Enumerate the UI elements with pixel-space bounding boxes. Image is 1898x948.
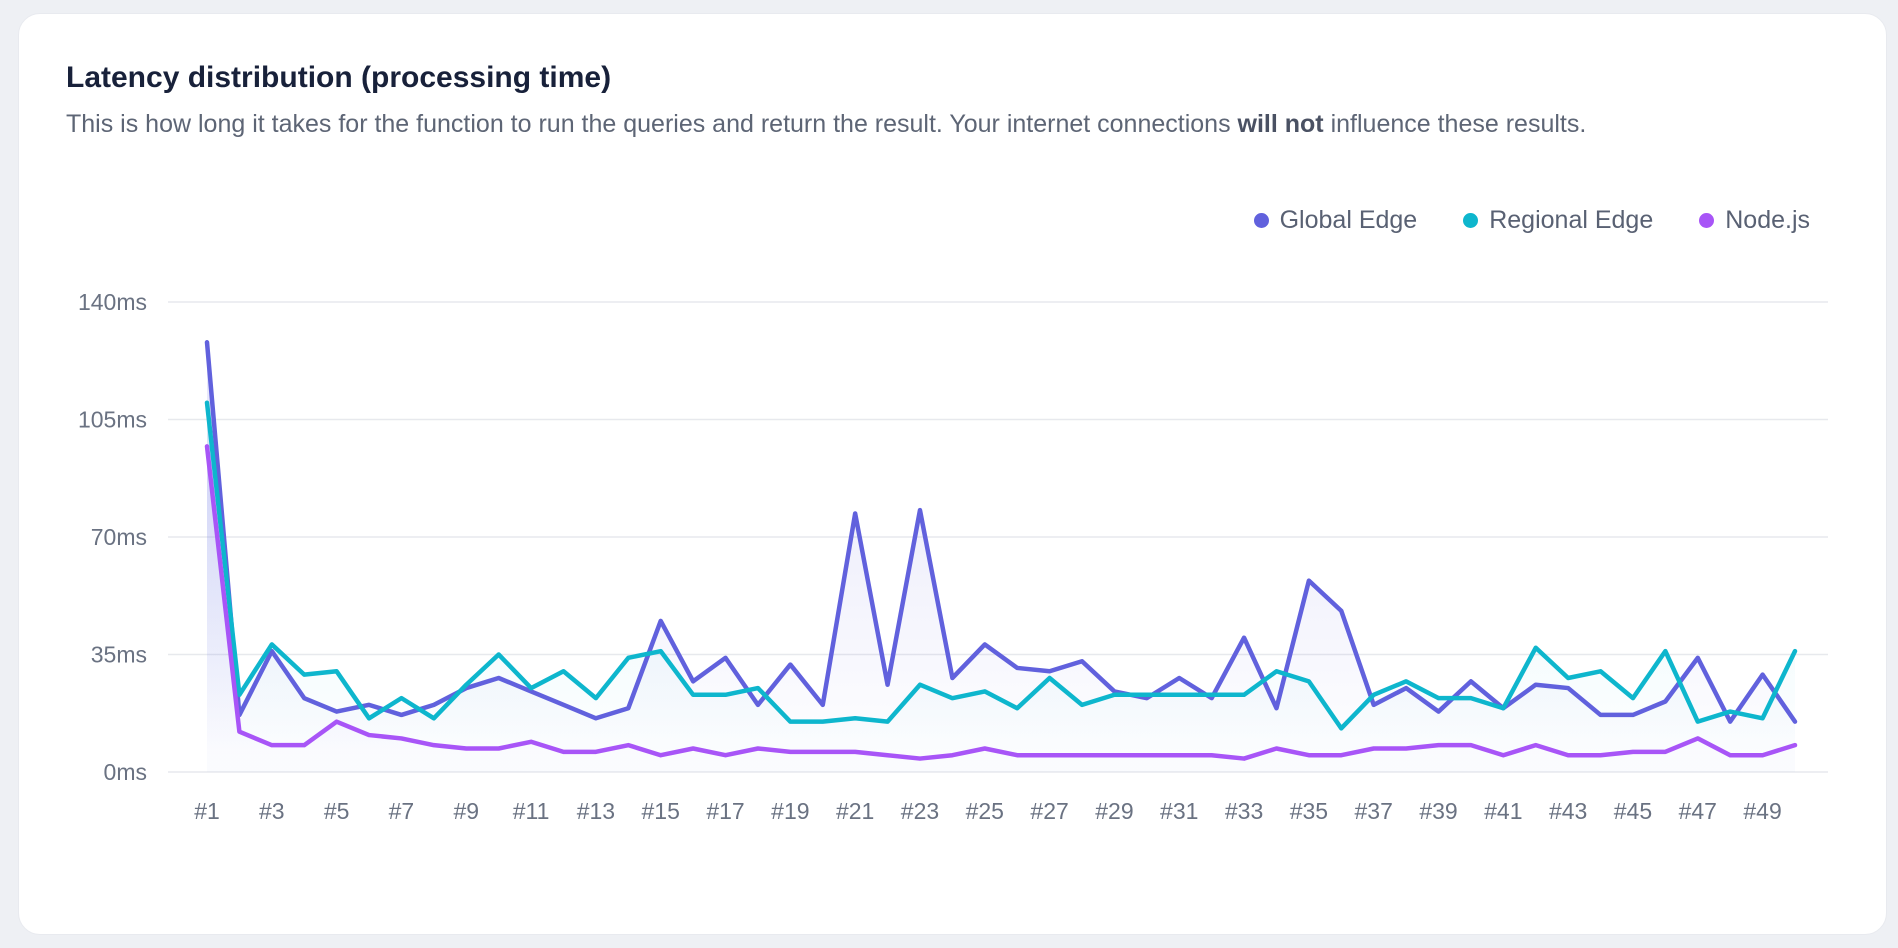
x-axis-tick-label: #35 xyxy=(1290,798,1328,824)
legend-item-label: Global Edge xyxy=(1279,205,1418,234)
card-subtitle: This is how long it takes for the functi… xyxy=(66,105,1756,144)
legend-item-node-js[interactable]: Node.js xyxy=(1699,206,1810,235)
subtitle-text-start: This is how long it takes for the functi… xyxy=(66,110,1238,138)
legend-dot-icon xyxy=(1463,212,1479,228)
legend-item-label: Node.js xyxy=(1725,205,1810,234)
page-title: Latency distribution (processing time) xyxy=(66,61,612,94)
y-axis-tick-label: 0ms xyxy=(104,759,147,785)
x-axis-tick-label: #9 xyxy=(453,798,479,824)
legend-dot-icon xyxy=(1699,212,1715,228)
series-area-node-js xyxy=(207,446,1795,772)
x-axis-tick-label: #33 xyxy=(1225,798,1263,824)
series-line-regional-edge xyxy=(204,400,1798,731)
subtitle-bold-text: will not xyxy=(1237,110,1324,138)
y-axis-tick-label: 140ms xyxy=(78,289,147,315)
x-axis-tick-label: #25 xyxy=(966,798,1004,824)
x-axis-tick-label: #45 xyxy=(1614,798,1652,824)
legend-item-label: Regional Edge xyxy=(1489,205,1654,234)
x-axis-tick-label: #23 xyxy=(901,798,939,824)
x-axis-tick-label: #37 xyxy=(1355,798,1393,824)
latency-card: Latency distribution (processing time) T… xyxy=(18,13,1887,935)
series-area-regional-edge xyxy=(207,402,1795,772)
x-axis-tick-label: #15 xyxy=(642,798,680,824)
x-axis-tick-label: #17 xyxy=(706,798,744,824)
x-axis-tick-label: #13 xyxy=(577,798,615,824)
x-axis-tick-label: #21 xyxy=(836,798,874,824)
latency-chart: 0ms 35ms 70ms 105ms 140ms #1 #3 #5 #7 #9 #11 #13 #15… xyxy=(78,289,1828,824)
x-axis-tick-label: #31 xyxy=(1160,798,1198,824)
chart-legend: Global Edge Regional Edge Node.js xyxy=(66,206,1810,235)
x-axis-tick-label: #1 xyxy=(194,798,220,824)
x-axis-tick-label: #41 xyxy=(1484,798,1522,824)
y-axis-tick-label: 70ms xyxy=(91,524,147,550)
legend-dot-icon xyxy=(1253,212,1269,228)
x-axis-tick-label: #47 xyxy=(1679,798,1717,824)
x-axis-tick-label: #29 xyxy=(1095,798,1133,824)
series-line-global-edge xyxy=(204,339,1798,724)
x-axis-tick-label: #5 xyxy=(324,798,350,824)
subtitle-text-end: influence these results. xyxy=(1323,110,1587,138)
series-line-node-js xyxy=(204,443,1798,761)
x-axis-tick-label: #43 xyxy=(1549,798,1587,824)
x-axis-tick-label: #49 xyxy=(1743,798,1781,824)
x-axis-tick-label: #11 xyxy=(513,798,550,824)
x-axis-tick-label: #3 xyxy=(259,798,285,824)
x-axis-tick-label: #39 xyxy=(1419,798,1457,824)
x-axis-tick-label: #19 xyxy=(771,798,809,824)
y-axis-tick-label: 35ms xyxy=(91,641,147,667)
legend-item-global-edge[interactable]: Global Edge xyxy=(1253,205,1418,235)
legend-item-regional-edge[interactable]: Regional Edge xyxy=(1463,206,1653,235)
x-axis-tick-label: #27 xyxy=(1030,798,1068,824)
x-axis-tick-label: #7 xyxy=(389,798,415,824)
y-axis-tick-label: 105ms xyxy=(78,406,147,432)
